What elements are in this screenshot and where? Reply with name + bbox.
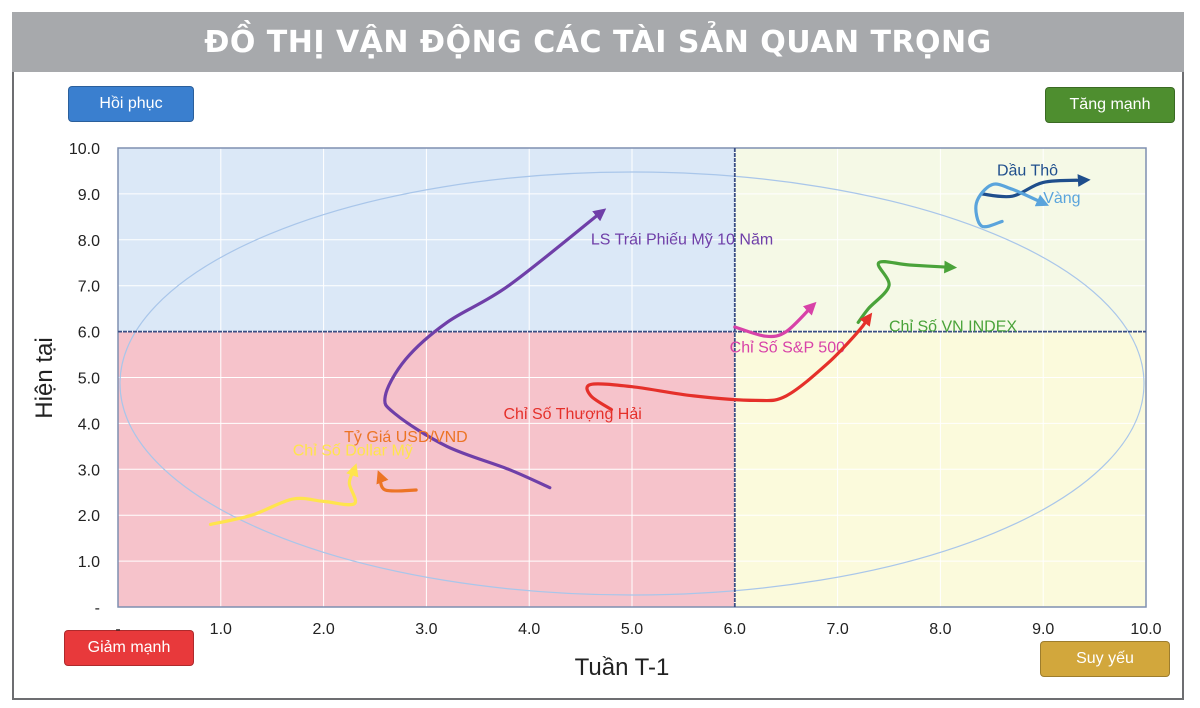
series-label-4: Chỉ Số S&P 500 xyxy=(730,339,845,356)
series-label-3: Chỉ Số VN INDEX xyxy=(889,319,1017,336)
series-label-7: Chỉ Số Dollar Mỹ xyxy=(293,443,413,460)
x-tick-label: 4.0 xyxy=(518,621,540,638)
plot-border xyxy=(117,147,1147,608)
series-line-6 xyxy=(376,470,418,493)
y-tick-label: 2.0 xyxy=(78,508,100,525)
page-title: ĐỒ THỊ VẬN ĐỘNG CÁC TÀI SẢN QUAN TRỌNG xyxy=(12,12,1184,72)
x-axis-label: Tuần T-1 xyxy=(575,654,670,681)
y-tick-label: 4.0 xyxy=(78,416,100,433)
x-tick-label: 7.0 xyxy=(826,621,848,638)
y-tick-label: 9.0 xyxy=(78,187,100,204)
y-tick-label: - xyxy=(95,600,100,617)
reference-ellipse xyxy=(119,171,1145,596)
x-tick-label: 5.0 xyxy=(621,621,643,638)
series-line-5 xyxy=(585,312,873,412)
series-line-4 xyxy=(733,301,817,339)
quadrant-badge-recovery: Hồi phục xyxy=(68,86,194,122)
series-line-2 xyxy=(974,182,1050,229)
x-tick-label: 1.0 xyxy=(210,621,232,638)
quadrant-badge-sharp-decline: Giảm mạnh xyxy=(64,630,194,666)
series-label-2: Vàng xyxy=(1043,190,1080,207)
x-tick-label: - xyxy=(115,621,120,638)
x-tick-label: 6.0 xyxy=(724,621,746,638)
quadrant-badge-weakening: Suy yếu xyxy=(1040,641,1170,677)
x-tick-label: 3.0 xyxy=(415,621,437,638)
y-tick-label: 10.0 xyxy=(69,141,100,158)
series-label-0: LS Trái Phiếu Mỹ 10 Năm xyxy=(591,231,773,248)
y-tick-label: 5.0 xyxy=(78,371,100,388)
series-line-3 xyxy=(856,259,958,324)
series-line-0 xyxy=(383,208,607,490)
quadrant-badge-strong-growth: Tăng mạnh xyxy=(1045,87,1175,123)
x-tick-label: 8.0 xyxy=(929,621,951,638)
series-label-6: Tỷ Giá USD/VND xyxy=(344,429,468,446)
y-tick-label: 1.0 xyxy=(78,554,100,571)
series-line-1 xyxy=(979,174,1091,199)
y-tick-label: 6.0 xyxy=(78,325,100,342)
series-label-5: Chỉ Số Thượng Hải xyxy=(504,406,642,423)
series-label-1: Dầu Thô xyxy=(997,163,1058,180)
series-line-7 xyxy=(208,463,359,526)
x-tick-label: 9.0 xyxy=(1032,621,1054,638)
x-tick-label: 2.0 xyxy=(312,621,334,638)
y-tick-label: 7.0 xyxy=(78,279,100,296)
y-tick-label: 3.0 xyxy=(78,462,100,479)
y-tick-label: 8.0 xyxy=(78,233,100,250)
x-tick-label: 10.0 xyxy=(1130,621,1161,638)
chart-frame xyxy=(12,72,1184,700)
y-axis-label: Hiện tại xyxy=(31,337,58,418)
